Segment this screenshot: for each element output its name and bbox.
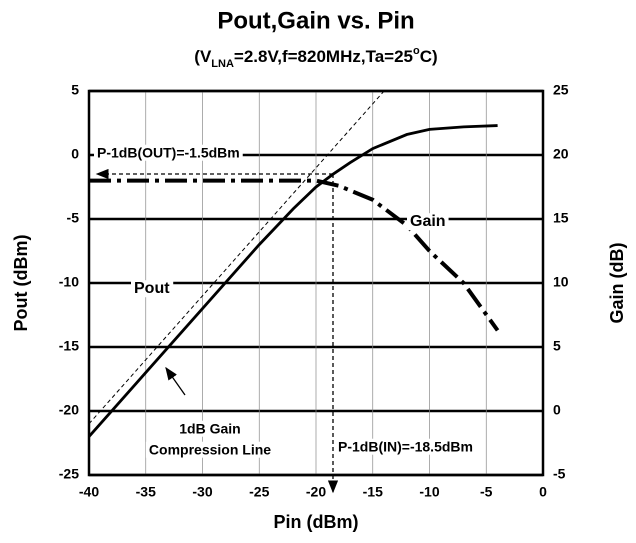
x-tick-label: 0 <box>539 484 547 500</box>
label-bg <box>131 280 174 298</box>
x-tick-label: -20 <box>306 484 326 500</box>
x-tick-label: -25 <box>249 484 269 500</box>
x-tick-label: -10 <box>419 484 439 500</box>
label-bg <box>94 144 243 161</box>
chart-subtitle: (VLNA=2.8V,f=820MHz,Ta=25oC) <box>194 45 437 70</box>
label-bg <box>176 420 244 437</box>
y-tick-label: -25 <box>59 466 79 482</box>
x-tick-label: -35 <box>136 484 156 500</box>
x-axis-label: Pin (dBm) <box>274 512 359 532</box>
y-tick-label: 0 <box>71 146 79 162</box>
series-line <box>88 90 385 425</box>
label-bg <box>407 213 449 231</box>
annotation: P-1dB(OUT)=-1.5dBm <box>97 145 240 161</box>
x-tick-label: -5 <box>480 484 493 500</box>
y2-tick-label: -5 <box>553 466 566 482</box>
plot-frame <box>87 89 545 477</box>
y2-axis-label: Gain (dB) <box>607 243 627 324</box>
subtitle-part: C) <box>420 47 438 66</box>
annotation: 1dB Gain <box>179 421 240 437</box>
label-bg <box>145 441 275 458</box>
y-tick-label: -20 <box>59 402 79 418</box>
y2-tick-label: 10 <box>553 274 569 290</box>
pointer-arrow <box>165 366 186 396</box>
y-tick-label: 5 <box>71 82 79 98</box>
subtitle-part: =2.8V,f=820MHz,Ta=25 <box>234 47 413 66</box>
y2-tick-label: 5 <box>553 338 561 354</box>
label-bg <box>335 438 476 455</box>
y2-tick-label: 15 <box>553 210 569 226</box>
x-tick-label: -15 <box>363 484 383 500</box>
series-line <box>87 124 498 438</box>
y2-tick-label: 25 <box>553 82 569 98</box>
x-tick-label: -30 <box>192 484 212 500</box>
subtitle-part: (V <box>194 47 212 66</box>
y-tick-label: -10 <box>59 274 79 290</box>
y2-tick-label: 0 <box>553 402 561 418</box>
series-label: Gain <box>410 213 446 230</box>
series-line <box>89 178 500 332</box>
annotation: P-1dB(IN)=-18.5dBm <box>338 439 473 455</box>
y-tick-label: -5 <box>67 210 80 226</box>
y-tick-label: -15 <box>59 338 79 354</box>
chart-title: Pout,Gain vs. Pin <box>217 7 414 34</box>
subtitle-part: LNA <box>211 58 234 70</box>
y-axis-label: Pout (dBm) <box>11 235 31 332</box>
annotation: Compression Line <box>149 442 271 458</box>
series-label: Pout <box>134 280 170 297</box>
x-tick-label: -40 <box>79 484 99 500</box>
y2-tick-label: 20 <box>553 146 569 162</box>
subtitle-part: o <box>413 45 420 57</box>
